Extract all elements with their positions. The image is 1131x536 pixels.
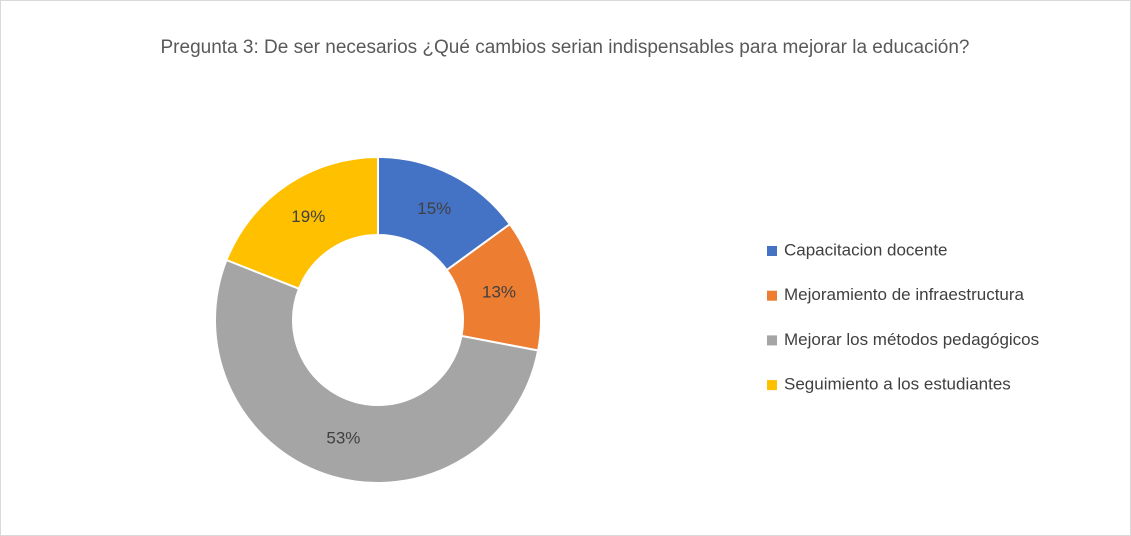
legend-marker bbox=[767, 290, 777, 301]
legend-marker bbox=[767, 335, 777, 346]
chart-title: Pregunta 3: De ser necesarios ¿Qué cambi… bbox=[160, 37, 970, 58]
data-label: 53% bbox=[326, 429, 360, 448]
data-label: 15% bbox=[417, 199, 451, 218]
legend-label: Mejoramiento de infraestructura bbox=[784, 285, 1025, 304]
donut-segment bbox=[214, 258, 540, 484]
data-label: 19% bbox=[291, 207, 325, 226]
data-label: 13% bbox=[482, 282, 516, 301]
legend-label: Capacitacion docente bbox=[784, 240, 948, 259]
legend-label: Seguimiento a los estudiantes bbox=[784, 375, 1011, 394]
legend-marker bbox=[767, 246, 777, 256]
donut-segment bbox=[225, 155, 379, 291]
legend-marker bbox=[767, 380, 777, 391]
legend-label: Mejorar los métodos pedagógicos bbox=[784, 330, 1039, 349]
